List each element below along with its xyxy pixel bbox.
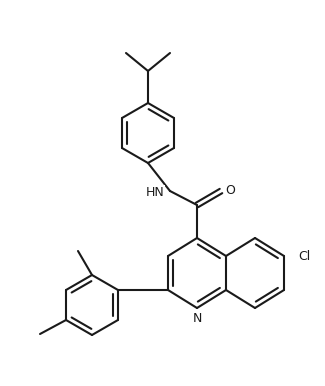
Text: Cl: Cl: [298, 249, 310, 262]
Text: N: N: [192, 313, 202, 325]
Text: HN: HN: [146, 186, 164, 198]
Text: O: O: [225, 183, 235, 196]
